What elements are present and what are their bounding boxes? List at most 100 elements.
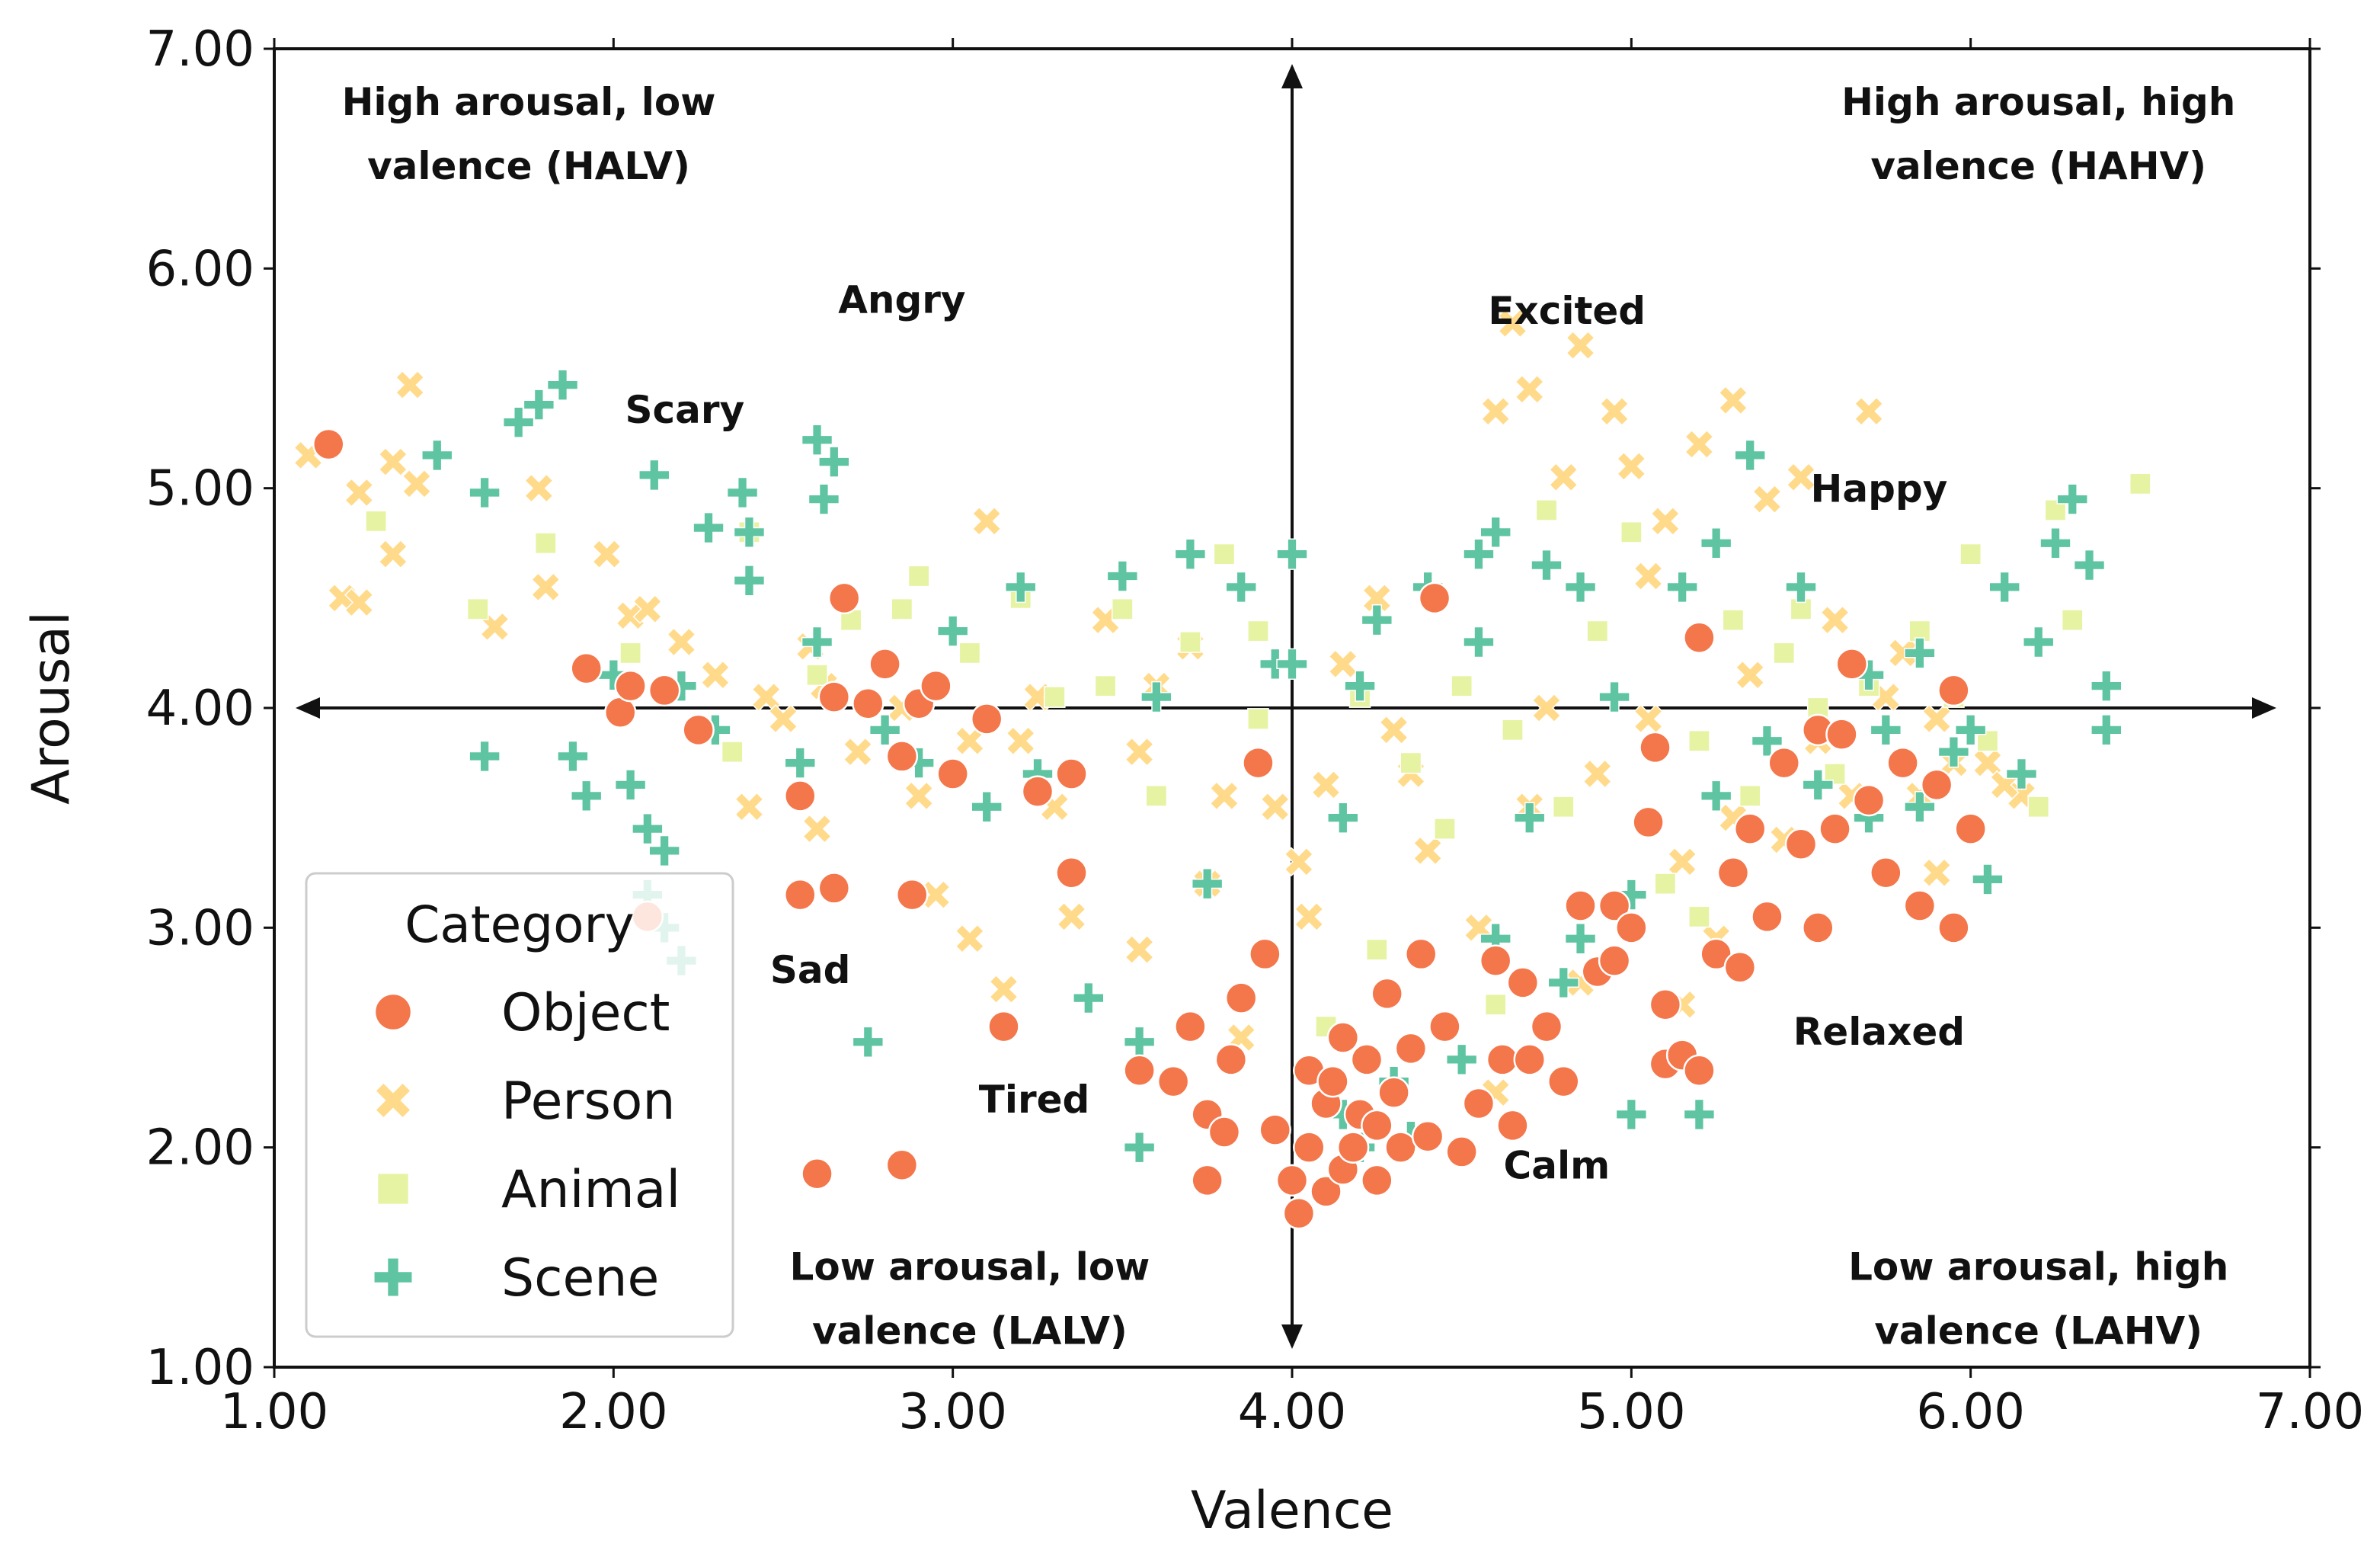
person-point bbox=[1650, 506, 1681, 536]
object-point bbox=[1564, 889, 1597, 922]
object-point bbox=[1870, 857, 1902, 889]
y-axis-title: Arousal bbox=[21, 611, 82, 805]
person-point bbox=[401, 469, 432, 499]
object-point bbox=[1428, 1010, 1461, 1043]
person-point bbox=[344, 478, 374, 508]
scene-point bbox=[632, 812, 664, 845]
person-point bbox=[378, 539, 408, 569]
scene-point bbox=[808, 483, 840, 515]
person-point bbox=[1921, 857, 1952, 888]
quadrant-label-hahv-line1: High arousal, high bbox=[1841, 80, 2235, 124]
object-point bbox=[1214, 1043, 1248, 1076]
scene-point bbox=[2005, 757, 2038, 790]
animal-point bbox=[466, 597, 489, 620]
animal-point bbox=[1654, 873, 1677, 895]
scene-point bbox=[1140, 681, 1172, 713]
scene-point bbox=[869, 714, 901, 746]
object-point bbox=[1316, 1065, 1349, 1098]
animal-point bbox=[619, 642, 641, 665]
quadrant-label-lahv-line1: Low arousal, high bbox=[1848, 1244, 2228, 1289]
person-point bbox=[1311, 770, 1341, 800]
object-point bbox=[1336, 1131, 1370, 1164]
object-point bbox=[1784, 828, 1818, 861]
scene-point bbox=[1564, 571, 1597, 604]
person-point bbox=[734, 792, 764, 822]
object-point bbox=[1903, 889, 1937, 922]
person-point bbox=[1566, 330, 1595, 360]
person-point bbox=[1616, 451, 1646, 482]
scene-point bbox=[2090, 670, 2122, 702]
object-point bbox=[1615, 911, 1648, 944]
person-point bbox=[768, 704, 798, 734]
scene-point bbox=[818, 446, 850, 478]
object-point bbox=[1852, 783, 1886, 817]
axes: 1.00 2.00 3.00 4.00 5.00 6.00 7.00 1.00 2.00 3.00… bbox=[21, 21, 2364, 1541]
scene-point bbox=[801, 626, 833, 658]
scene-point bbox=[1463, 538, 1495, 570]
animal-point bbox=[1688, 729, 1710, 752]
animal-point bbox=[1094, 674, 1117, 697]
person-point bbox=[395, 370, 425, 400]
legend-label-scene: Scene bbox=[501, 1248, 659, 1308]
person-point bbox=[1531, 693, 1562, 723]
person-point bbox=[1006, 725, 1036, 756]
object-point bbox=[936, 757, 969, 790]
person-point bbox=[751, 682, 782, 712]
person-point bbox=[530, 572, 561, 602]
scene-point bbox=[557, 740, 589, 773]
animal-point bbox=[806, 664, 828, 687]
object-point bbox=[885, 740, 919, 773]
scene-point bbox=[523, 389, 555, 421]
y-tick-label: 7.00 bbox=[146, 21, 255, 78]
object-point bbox=[1506, 966, 1540, 999]
object-point bbox=[1716, 857, 1750, 889]
y-tick-label: 1.00 bbox=[146, 1340, 255, 1396]
object-point bbox=[1418, 581, 1451, 615]
object-point bbox=[970, 703, 1003, 735]
animal-point bbox=[1484, 993, 1507, 1016]
object-point bbox=[1547, 1065, 1580, 1098]
object-point bbox=[1208, 1116, 1241, 1148]
quadrant-label-hahv-line2: valence (HAHV) bbox=[1870, 144, 2206, 188]
object-point bbox=[1293, 1131, 1326, 1164]
scene-point bbox=[638, 459, 670, 492]
object-point bbox=[1825, 718, 1858, 751]
object-point bbox=[784, 780, 817, 812]
person-point bbox=[667, 627, 696, 657]
x-tick-label: 5.00 bbox=[1577, 1384, 1686, 1440]
object-point bbox=[1377, 1076, 1410, 1109]
y-tick-label: 6.00 bbox=[146, 241, 255, 297]
object-point bbox=[1361, 1164, 1393, 1197]
person-point bbox=[1498, 309, 1527, 338]
animal-point bbox=[534, 532, 557, 555]
scene-point bbox=[733, 516, 766, 549]
object-point bbox=[1649, 988, 1682, 1021]
y-tick-label: 3.00 bbox=[146, 900, 255, 956]
x-tick-label: 2.00 bbox=[559, 1384, 668, 1440]
emotion-label-excited: Excited bbox=[1488, 289, 1646, 333]
object-point bbox=[1683, 621, 1716, 654]
object-point bbox=[1384, 1131, 1417, 1164]
person-point bbox=[700, 660, 731, 690]
scene-point bbox=[726, 476, 759, 509]
scene-point bbox=[1123, 1026, 1156, 1058]
object-point bbox=[1224, 982, 1258, 1014]
person-point bbox=[1294, 902, 1324, 932]
person-point bbox=[955, 725, 985, 756]
animal-point bbox=[1773, 642, 1796, 665]
person-point bbox=[843, 737, 873, 767]
person-point bbox=[1057, 902, 1086, 932]
object-point bbox=[1733, 812, 1767, 845]
legend-label-object: Object bbox=[501, 983, 670, 1043]
emotion-label-relaxed: Relaxed bbox=[1793, 1010, 1965, 1054]
object-point bbox=[1751, 900, 1783, 934]
object-point bbox=[920, 669, 952, 703]
animal-point bbox=[1434, 818, 1456, 840]
object-point bbox=[1598, 889, 1631, 922]
object-point bbox=[1275, 1164, 1309, 1197]
animal-point bbox=[721, 741, 744, 764]
object-point bbox=[817, 681, 851, 713]
person-point bbox=[1124, 737, 1154, 767]
legend-marker-object bbox=[373, 992, 413, 1032]
scene-point bbox=[1802, 769, 1834, 801]
